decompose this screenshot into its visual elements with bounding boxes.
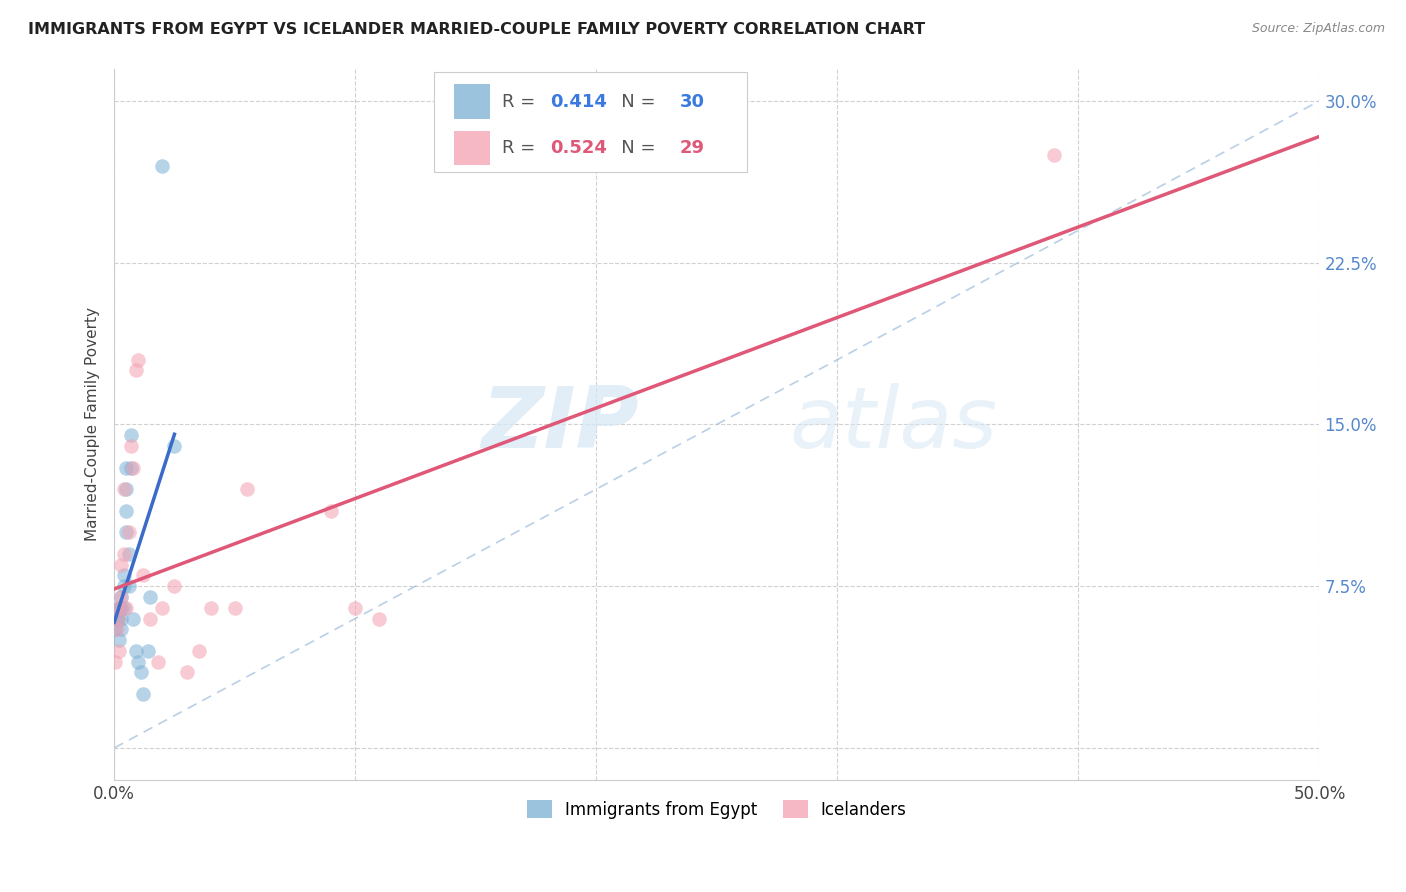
- Point: [176, 665, 198, 680]
- Point: [110, 623, 132, 637]
- Point: [108, 633, 131, 648]
- Point: [105, 611, 128, 625]
- Point: [129, 665, 152, 680]
- Point: [152, 159, 174, 173]
- Point: [152, 600, 174, 615]
- Point: [108, 644, 131, 658]
- Text: N =: N =: [603, 93, 661, 111]
- Point: [125, 363, 148, 377]
- Point: [107, 611, 129, 625]
- Point: [108, 600, 131, 615]
- Point: [163, 439, 186, 453]
- Text: Source: ZipAtlas.com: Source: ZipAtlas.com: [1251, 22, 1385, 36]
- Text: atlas: atlas: [789, 383, 997, 466]
- Point: [200, 600, 222, 615]
- Point: [112, 547, 135, 561]
- Bar: [454, 85, 491, 119]
- Point: [118, 579, 141, 593]
- Point: [115, 504, 138, 518]
- Text: R =: R =: [502, 93, 541, 111]
- Point: [110, 590, 132, 604]
- Point: [115, 525, 138, 540]
- Y-axis label: Married-Couple Family Poverty: Married-Couple Family Poverty: [86, 308, 100, 541]
- Point: [321, 504, 343, 518]
- Point: [224, 600, 246, 615]
- Point: [118, 547, 141, 561]
- FancyBboxPatch shape: [433, 72, 747, 172]
- Point: [368, 611, 391, 625]
- Point: [127, 655, 149, 669]
- Text: 0.414: 0.414: [551, 93, 607, 111]
- Point: [112, 482, 135, 496]
- Point: [108, 600, 131, 615]
- Point: [236, 482, 259, 496]
- Point: [108, 600, 131, 615]
- Point: [122, 460, 145, 475]
- Point: [122, 611, 145, 625]
- Point: [120, 439, 142, 453]
- Text: N =: N =: [603, 139, 661, 157]
- Point: [120, 460, 142, 475]
- Point: [115, 460, 138, 475]
- Point: [344, 600, 367, 615]
- Point: [187, 644, 209, 658]
- Point: [146, 655, 169, 669]
- Point: [105, 623, 128, 637]
- Point: [120, 428, 142, 442]
- Point: [112, 579, 135, 593]
- Point: [107, 611, 129, 625]
- Point: [132, 687, 155, 701]
- Text: ZIP: ZIP: [481, 383, 638, 466]
- Point: [163, 579, 186, 593]
- Point: [1043, 148, 1066, 162]
- Point: [115, 600, 138, 615]
- Legend: Immigrants from Egypt, Icelanders: Immigrants from Egypt, Icelanders: [520, 793, 914, 825]
- Point: [132, 568, 155, 582]
- Point: [139, 611, 162, 625]
- Text: 30: 30: [679, 93, 704, 111]
- Point: [136, 644, 159, 658]
- Text: 29: 29: [679, 139, 704, 157]
- Text: IMMIGRANTS FROM EGYPT VS ICELANDER MARRIED-COUPLE FAMILY POVERTY CORRELATION CHA: IMMIGRANTS FROM EGYPT VS ICELANDER MARRI…: [28, 22, 925, 37]
- Point: [112, 600, 135, 615]
- Point: [112, 568, 135, 582]
- Bar: [454, 131, 491, 165]
- Point: [118, 525, 141, 540]
- Point: [139, 590, 162, 604]
- Text: 0.524: 0.524: [551, 139, 607, 157]
- Text: R =: R =: [502, 139, 541, 157]
- Point: [125, 644, 148, 658]
- Point: [115, 482, 138, 496]
- Point: [127, 352, 149, 367]
- Point: [110, 558, 132, 572]
- Point: [110, 611, 132, 625]
- Point: [104, 623, 127, 637]
- Point: [110, 590, 132, 604]
- Point: [104, 655, 127, 669]
- Point: [110, 600, 132, 615]
